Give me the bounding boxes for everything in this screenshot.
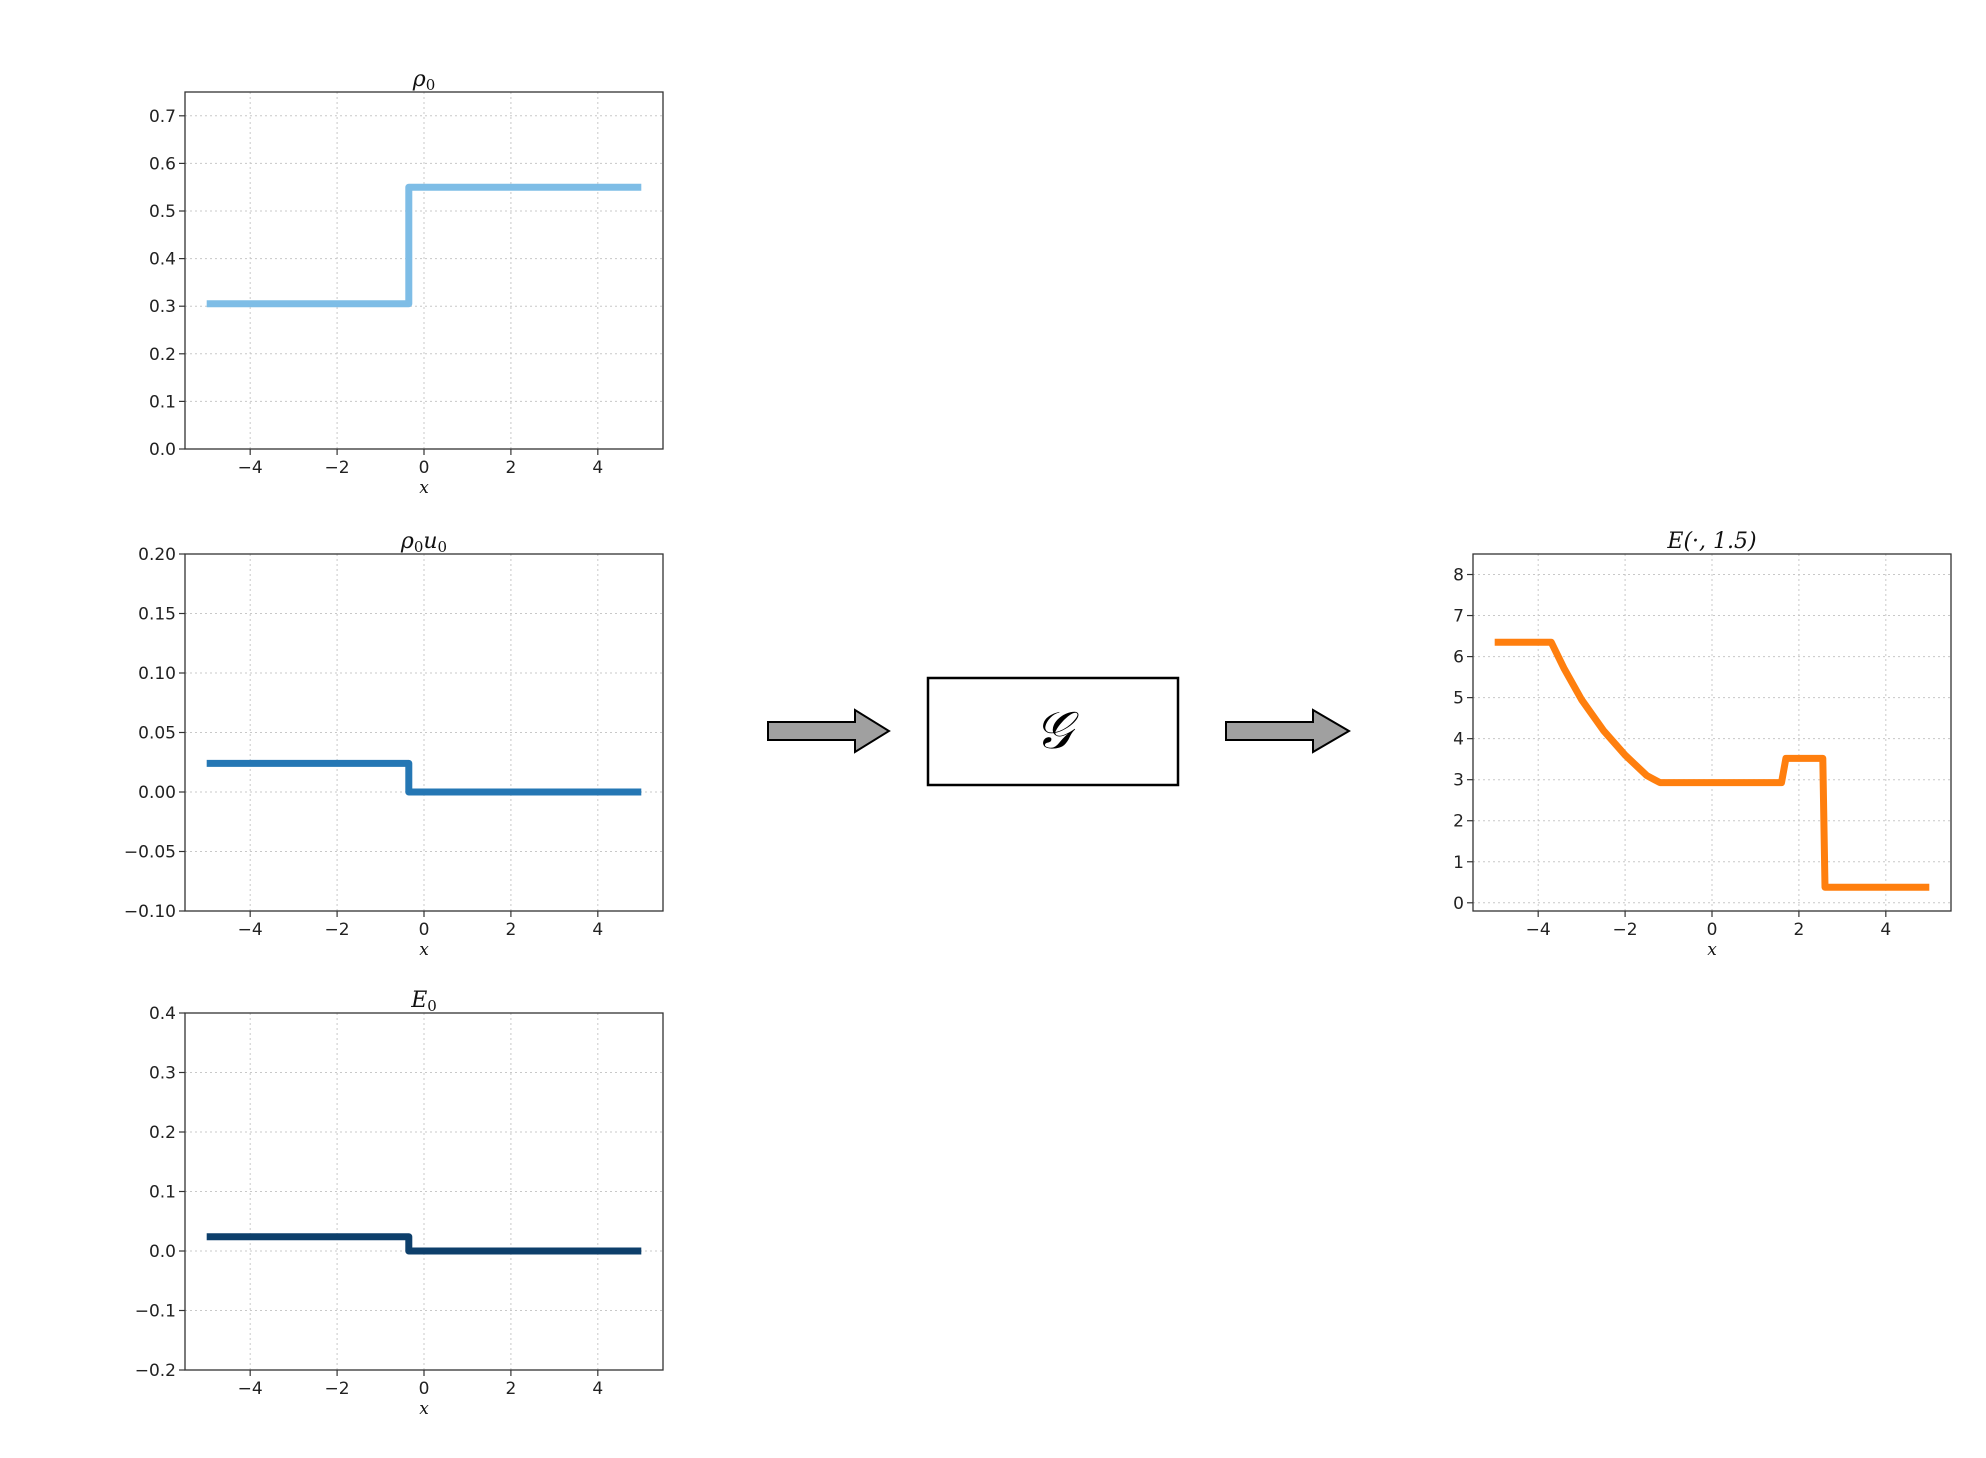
chart-title: ρ0	[412, 67, 435, 94]
chart-title: E(·, 1.5)	[1666, 529, 1756, 554]
x-tick-label: −2	[1613, 920, 1638, 940]
x-tick-label: 4	[592, 458, 603, 478]
chart-E-at-1-5: −4 −2 0 2 4 0 1 2 3 4 5 6 7 8 x E(·, 1.5)	[1453, 529, 1952, 960]
x-tick-label: −2	[325, 1379, 350, 1399]
x-tick-label: 4	[1880, 920, 1891, 940]
x-tick-label: 0	[1707, 920, 1718, 940]
x-tick-label: 4	[592, 920, 603, 940]
y-tick-label: 0	[1453, 894, 1464, 914]
y-tick-label: 0.2	[149, 1123, 176, 1143]
y-tick-label: 0.1	[149, 392, 176, 412]
x-tick-label: 2	[505, 920, 516, 940]
x-tick-label: 2	[505, 1379, 516, 1399]
chart-title: ρ0u0	[400, 529, 447, 556]
series-line	[206, 1233, 642, 1255]
series-line	[206, 759, 642, 796]
chart-title: E0	[410, 988, 437, 1015]
y-tick-label: 0.4	[149, 250, 176, 270]
y-tick-label: 0.0	[149, 440, 176, 460]
x-tick-label: −2	[325, 920, 350, 940]
y-tick-label: 0.20	[138, 545, 176, 565]
chart-E0: −4 −2 0 2 4 −0.2 −0.1 0.0 0.1 0.2 0.3 0.4 x E0	[135, 988, 664, 1419]
x-tick-label: −4	[1526, 920, 1551, 940]
x-tick-label: 4	[592, 1379, 603, 1399]
x-tick-label: 0	[419, 1379, 430, 1399]
x-tick-label: 0	[419, 920, 430, 940]
x-axis-label: x	[419, 1399, 429, 1419]
y-tick-label: 6	[1453, 648, 1464, 668]
y-tick-label: −0.05	[124, 843, 176, 863]
y-tick-label: 2	[1453, 812, 1464, 832]
series-line	[1494, 638, 1930, 891]
y-tick-label: 0.10	[138, 664, 176, 684]
y-tick-label: 5	[1453, 689, 1464, 709]
y-tick-label: 0.5	[149, 202, 176, 222]
y-tick-label: 0.05	[138, 724, 176, 744]
x-tick-label: 2	[505, 458, 516, 478]
y-tick-label: 3	[1453, 771, 1464, 791]
x-tick-label: −2	[325, 458, 350, 478]
x-tick-label: −4	[238, 458, 263, 478]
y-tick-label: 4	[1453, 730, 1464, 750]
input-arrow	[767, 708, 891, 754]
x-tick-label: −4	[238, 1379, 263, 1399]
y-tick-label: 0.0	[149, 1242, 176, 1262]
y-tick-label: 7	[1453, 607, 1464, 627]
x-axis-label: x	[419, 940, 429, 960]
x-axis-label: x	[1707, 940, 1717, 960]
x-tick-label: 0	[419, 458, 430, 478]
x-axis-label: x	[419, 478, 429, 498]
y-tick-label: 0.1	[149, 1183, 176, 1203]
y-tick-label: 0.6	[149, 154, 176, 174]
y-tick-label: 0.15	[138, 605, 176, 625]
y-tick-label: −0.1	[135, 1302, 176, 1322]
plot-frame	[1472, 553, 1952, 912]
y-tick-label: −0.10	[124, 902, 176, 922]
operator-box: 𝒢	[926, 676, 1180, 787]
y-tick-label: 8	[1453, 566, 1464, 586]
plot-frame	[184, 91, 664, 450]
y-tick-label: 1	[1453, 853, 1464, 873]
y-tick-label: 0.7	[149, 107, 176, 127]
chart-rho0: −4 −2 0 2 4 0.0 0.1 0.2 0.3 0.4 0.5 0.6 0.7 x ρ0	[149, 67, 664, 498]
x-tick-label: 2	[1793, 920, 1804, 940]
y-tick-label: −0.2	[135, 1361, 176, 1381]
y-tick-label: 0.3	[149, 297, 176, 317]
output-arrow	[1225, 708, 1351, 754]
y-tick-label: 0.00	[138, 783, 176, 803]
y-tick-label: 0.2	[149, 345, 176, 365]
x-tick-label: −4	[238, 920, 263, 940]
y-tick-label: 0.4	[149, 1004, 176, 1024]
chart-rho0u0: −4 −2 0 2 4 −0.10 −0.05 0.00 0.05 0.10 0.15 0.20 x ρ0…	[124, 529, 664, 960]
series-line	[206, 183, 642, 308]
y-tick-label: 0.3	[149, 1064, 176, 1084]
